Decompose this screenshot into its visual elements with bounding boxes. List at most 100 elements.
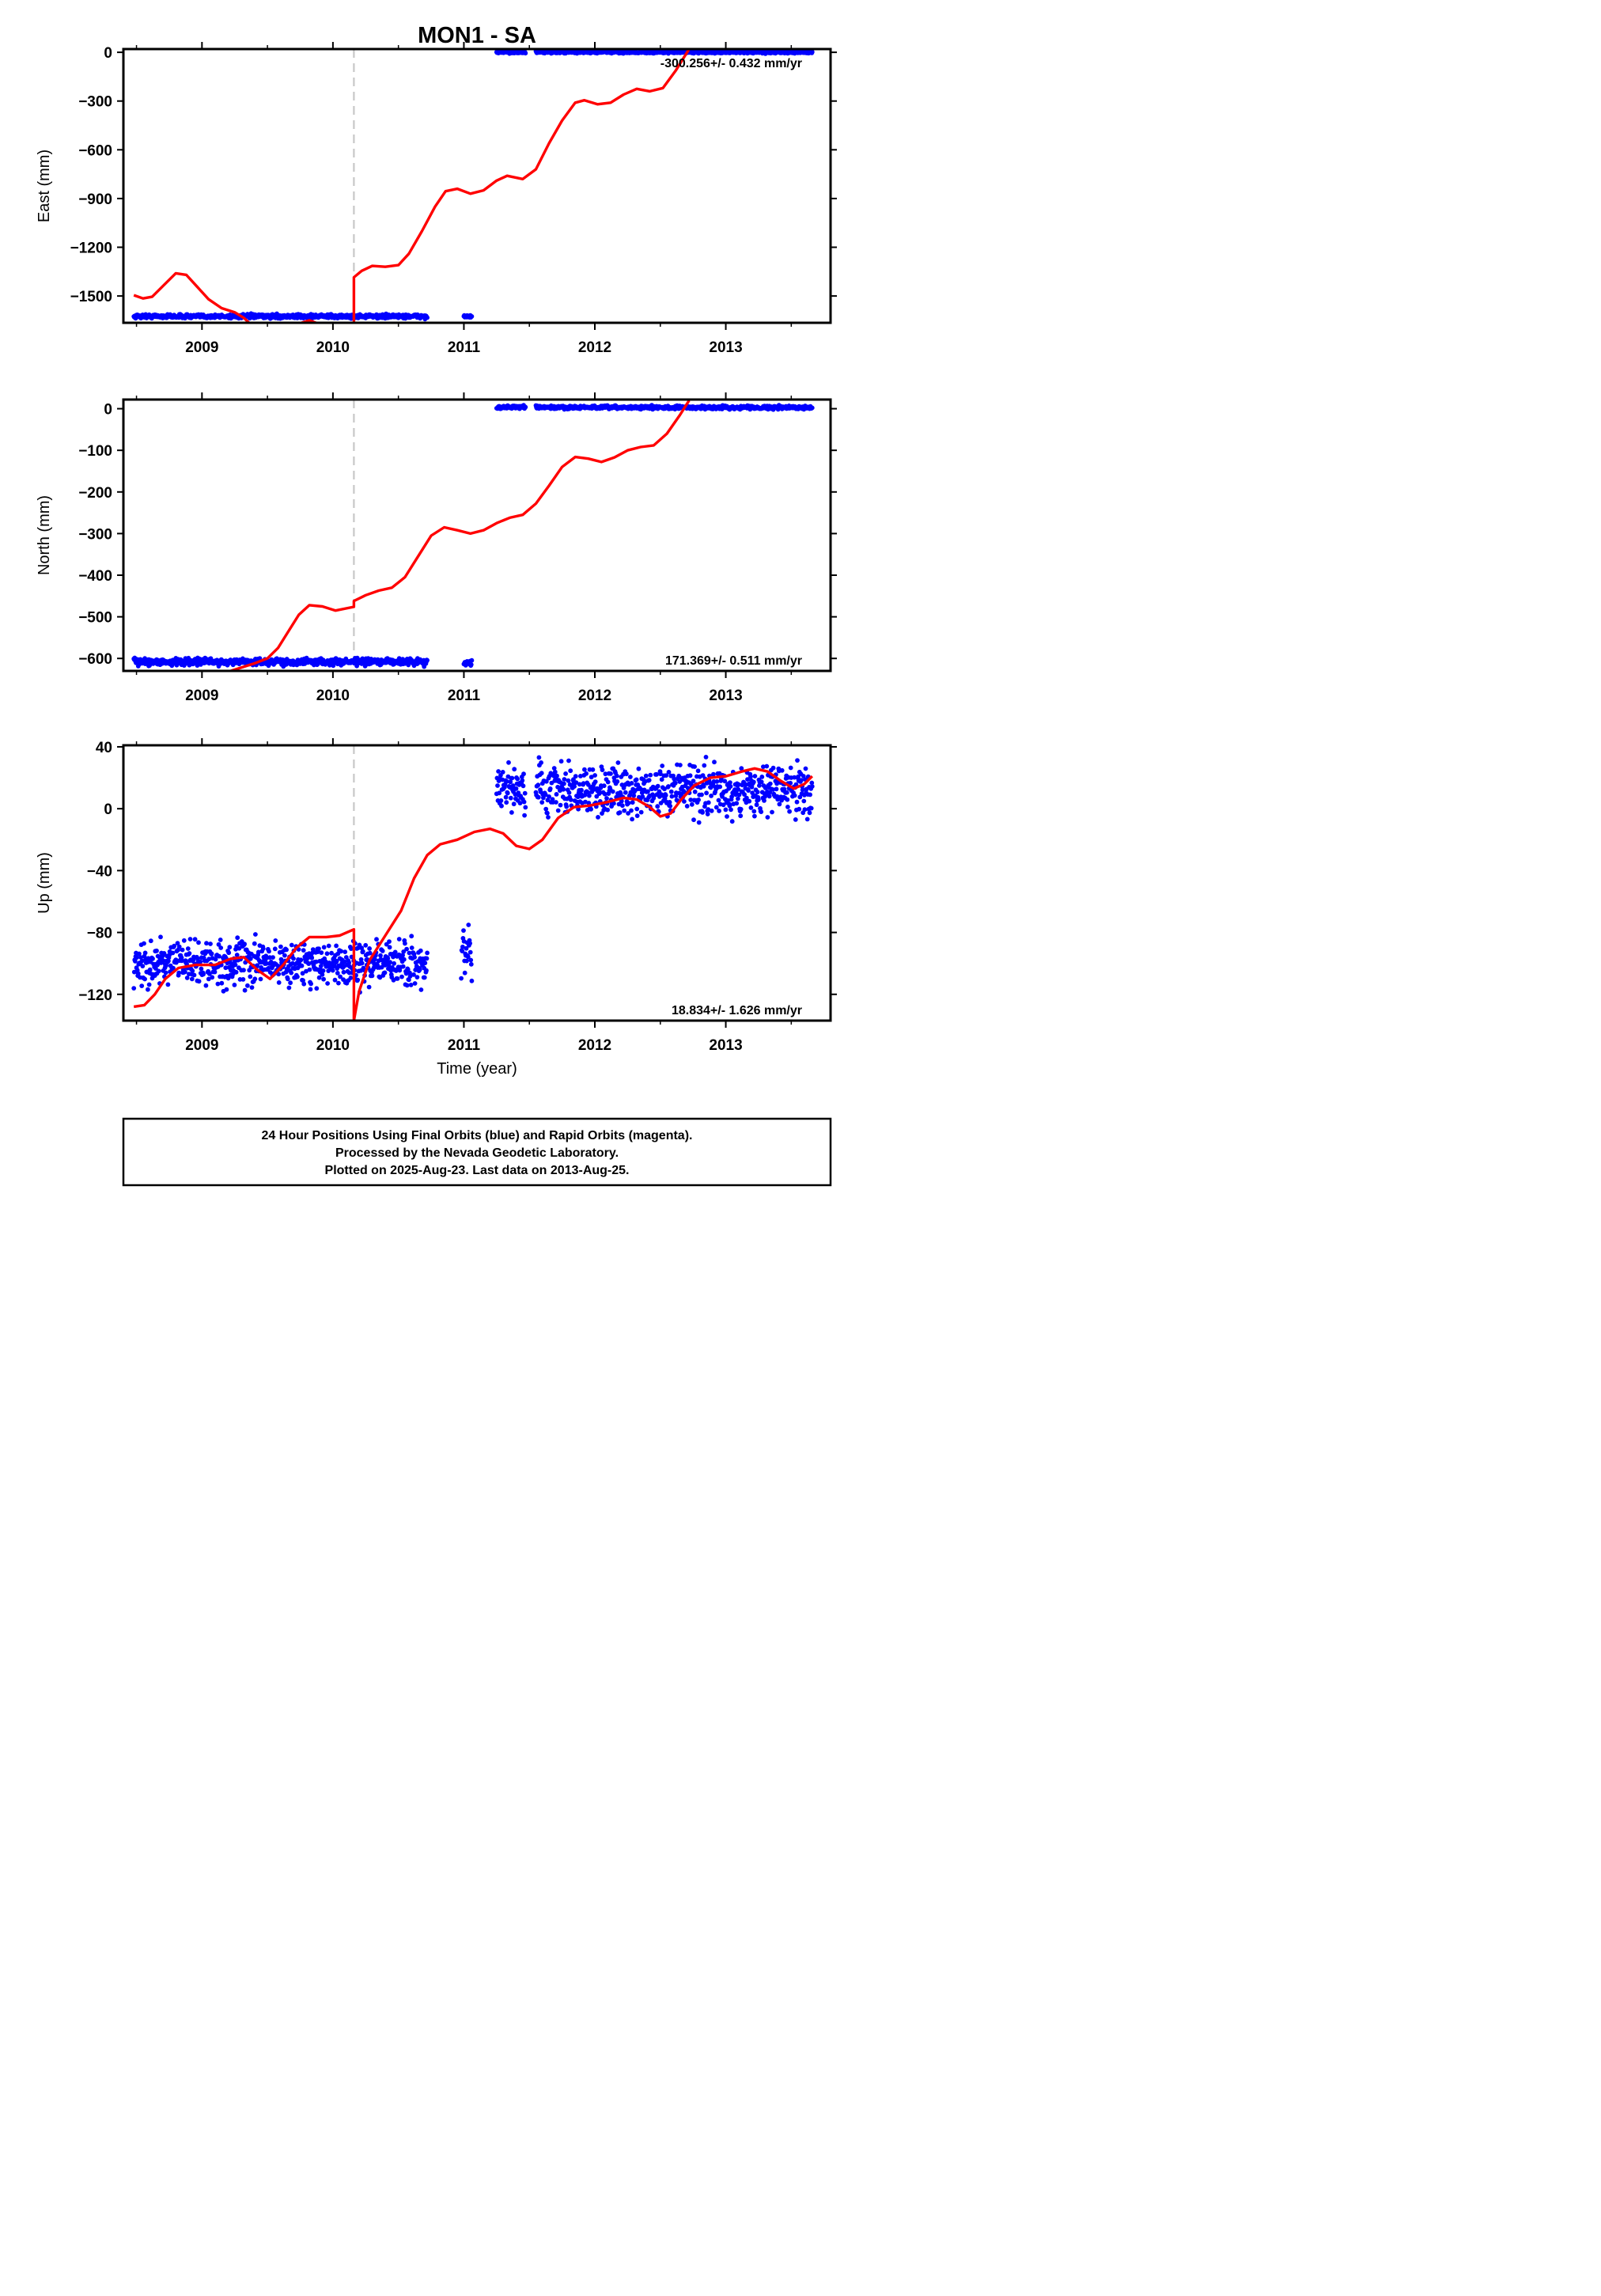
data-point xyxy=(617,810,623,815)
data-point xyxy=(699,792,704,798)
y-tick-label: 40 xyxy=(96,740,112,756)
data-point xyxy=(616,801,622,807)
data-point xyxy=(163,970,168,976)
data-point xyxy=(217,953,221,959)
data-point xyxy=(232,983,237,987)
data-point xyxy=(409,934,414,939)
data-point xyxy=(139,983,145,988)
data-point xyxy=(464,958,469,964)
data-point xyxy=(784,790,789,795)
data-point xyxy=(746,788,751,793)
x-tick-label: 2012 xyxy=(578,339,611,356)
data-point xyxy=(645,789,650,794)
data-point xyxy=(301,978,305,983)
data-point xyxy=(379,964,384,970)
data-point xyxy=(308,981,313,987)
data-point xyxy=(703,755,709,760)
data-point xyxy=(596,815,600,820)
data-point xyxy=(566,758,571,763)
data-point xyxy=(346,960,352,965)
data-point xyxy=(146,987,150,992)
data-point xyxy=(140,964,146,968)
data-point xyxy=(807,810,812,816)
data-point xyxy=(664,773,669,778)
data-point xyxy=(734,801,740,806)
data-point xyxy=(558,759,564,764)
x-tick-label: 2009 xyxy=(185,339,218,356)
data-point xyxy=(142,976,148,982)
data-point xyxy=(566,778,571,783)
data-point xyxy=(785,797,790,802)
data-point xyxy=(508,795,513,801)
data-point xyxy=(248,956,253,961)
data-point xyxy=(700,810,705,815)
data-point xyxy=(640,794,645,799)
data-point xyxy=(770,765,776,771)
data-point xyxy=(536,782,541,788)
data-point xyxy=(339,949,344,954)
data-point xyxy=(326,943,331,949)
data-point xyxy=(605,807,610,813)
data-point xyxy=(687,773,693,779)
data-point xyxy=(692,764,697,769)
data-point xyxy=(249,985,255,990)
data-point xyxy=(320,972,325,977)
y-tick-label: −600 xyxy=(78,651,112,668)
data-point xyxy=(517,801,523,805)
data-point xyxy=(521,799,527,805)
data-point xyxy=(142,941,146,946)
data-point xyxy=(702,763,707,768)
data-point xyxy=(146,982,152,987)
x-tick-label: 2011 xyxy=(448,688,481,704)
data-point xyxy=(204,941,209,946)
data-point xyxy=(187,937,193,942)
data-point xyxy=(547,794,551,799)
data-point xyxy=(187,951,192,956)
data-point xyxy=(209,951,214,957)
data-point xyxy=(554,800,558,805)
y-tick-label: −200 xyxy=(78,485,112,502)
data-point xyxy=(583,799,588,805)
data-point xyxy=(584,771,589,776)
data-point xyxy=(774,786,779,792)
y-tick-label: −300 xyxy=(78,94,112,111)
rate-annotation: 171.369+/- 0.511 mm/yr xyxy=(665,654,802,668)
data-point xyxy=(156,968,161,974)
data-point xyxy=(253,932,258,937)
data-point xyxy=(464,945,469,951)
data-point xyxy=(192,937,198,942)
data-point xyxy=(747,798,752,804)
data-point xyxy=(643,773,649,779)
data-point xyxy=(745,777,750,782)
data-point xyxy=(418,948,423,953)
data-point xyxy=(189,976,195,982)
data-point xyxy=(552,769,558,775)
data-point xyxy=(729,794,734,799)
data-point xyxy=(539,771,544,776)
data-point xyxy=(682,799,687,804)
data-point xyxy=(809,784,815,789)
data-point xyxy=(358,957,364,962)
data-point xyxy=(137,951,142,957)
data-point xyxy=(727,803,732,809)
data-point xyxy=(611,801,616,806)
data-point xyxy=(245,983,250,988)
y-tick-label: −100 xyxy=(78,443,112,460)
model-curve xyxy=(133,767,813,1021)
data-point xyxy=(342,959,347,964)
data-point xyxy=(808,792,812,798)
data-point xyxy=(630,800,635,805)
x-tick-label: 2012 xyxy=(578,1037,611,1054)
data-point xyxy=(545,798,551,803)
data-point xyxy=(412,981,418,986)
data-point xyxy=(543,806,549,812)
data-point xyxy=(654,771,659,777)
data-point xyxy=(341,969,346,975)
data-point xyxy=(369,973,375,979)
data-point xyxy=(218,945,224,950)
model-curve xyxy=(133,49,691,323)
data-point xyxy=(176,944,182,949)
data-point xyxy=(467,941,472,946)
data-point xyxy=(258,976,263,982)
